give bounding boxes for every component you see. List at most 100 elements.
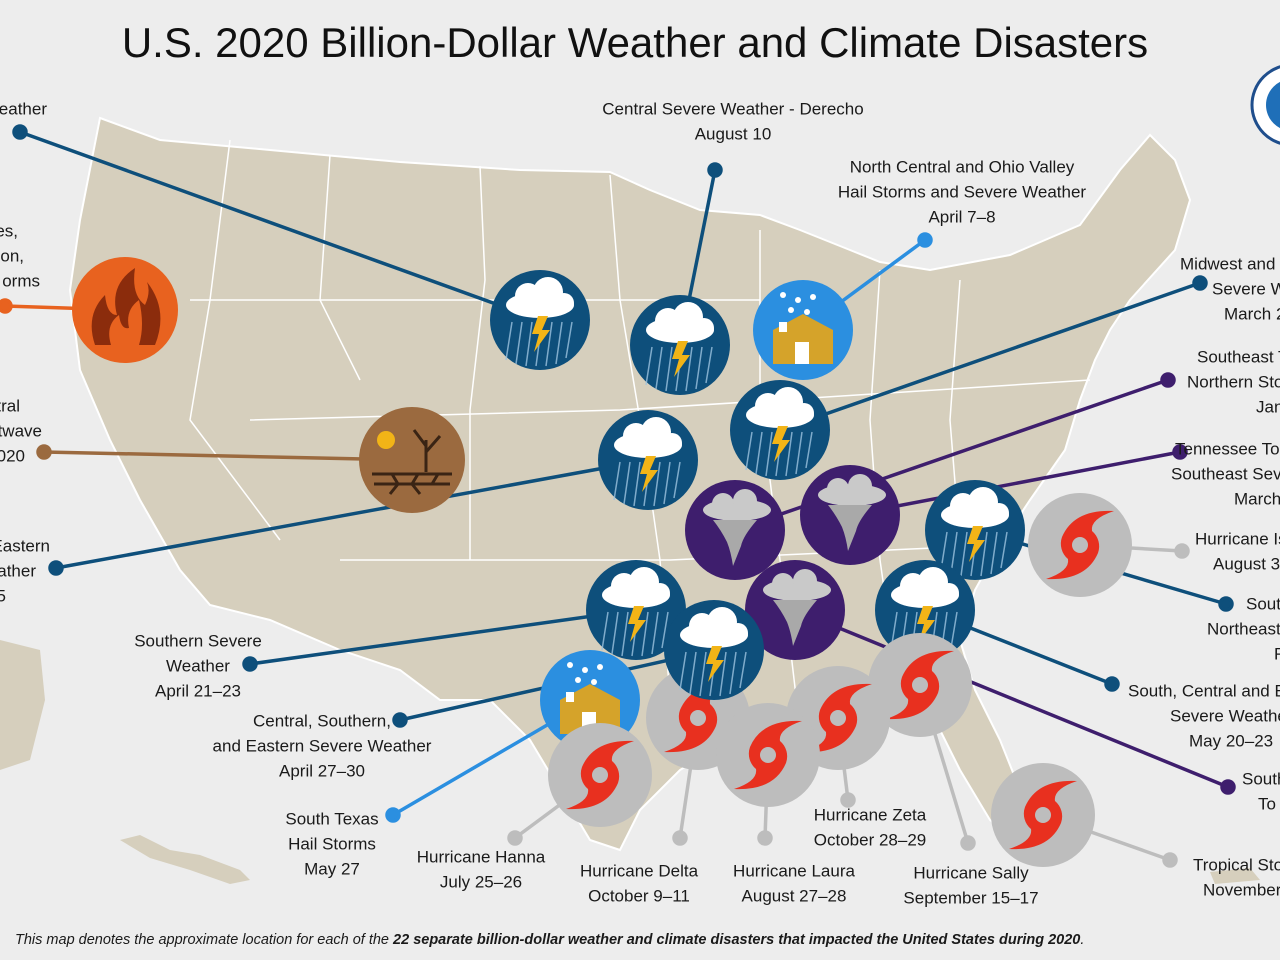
label: South, Central and E	[1128, 681, 1280, 700]
connector-dot	[385, 807, 401, 823]
label: Hail Storms	[288, 834, 376, 853]
footer-text: .	[1080, 932, 1084, 948]
connector-dot	[1174, 543, 1190, 559]
connector-dot	[840, 792, 856, 808]
label: Weather	[166, 656, 230, 675]
label: and Eastern Severe Weather	[213, 736, 432, 755]
hurricane-icon	[1028, 493, 1132, 597]
label: es,	[0, 221, 18, 240]
footer: This map denotes the approximate locatio…	[15, 932, 1084, 948]
label: Hail Storms and Severe Weather	[838, 182, 1087, 201]
label: Midwest and	[1180, 254, 1275, 273]
label: Severe W	[1212, 279, 1280, 298]
label: April 7–8	[928, 207, 995, 226]
connector-dot	[48, 560, 64, 576]
label: May 20–23	[1189, 731, 1273, 750]
labels: eather Central Severe Weather - Derecho …	[0, 99, 1280, 907]
connector-dot	[1162, 852, 1178, 868]
label: Hurricane Sally	[913, 863, 1029, 882]
label: 5	[0, 586, 6, 605]
label: South	[1242, 769, 1280, 788]
storm-icon	[663, 599, 765, 701]
connector-dot	[1192, 275, 1208, 291]
label: Central, Southern,	[253, 711, 391, 730]
label: October 9–11	[588, 886, 690, 905]
storm-icon	[597, 409, 699, 511]
label: Hurricane Laura	[733, 861, 855, 880]
label: on,	[0, 246, 24, 265]
label: Hurricane Is	[1195, 529, 1280, 548]
label: 020	[0, 446, 25, 465]
label: tral	[0, 396, 20, 415]
storm-icon	[729, 379, 831, 481]
label: twave	[0, 421, 42, 440]
label: orms	[2, 271, 40, 290]
connector-dot	[1220, 779, 1236, 795]
connector-dot	[12, 124, 28, 140]
label: September 15–17	[903, 888, 1038, 907]
label: April 27–30	[279, 761, 365, 780]
label: March 2	[1224, 304, 1280, 323]
connector-dot	[917, 232, 933, 248]
connector-dot	[392, 712, 408, 728]
label: Hurricane Hanna	[417, 847, 546, 866]
tornado-icon	[685, 480, 785, 580]
connector-dot	[507, 830, 523, 846]
connector-dot	[1104, 676, 1120, 692]
label: To	[1258, 794, 1276, 813]
label: Southeast T	[1197, 347, 1280, 366]
connector-dot	[707, 162, 723, 178]
label: May 27	[304, 859, 360, 878]
hurricane-icon	[548, 723, 652, 827]
footer-text: This map denotes the approximate locatio…	[15, 932, 393, 948]
icons	[72, 257, 1132, 867]
connector	[249, 608, 637, 666]
storm-icon	[629, 294, 731, 396]
label: North Central and Ohio Valley	[850, 157, 1075, 176]
label: July 25–26	[440, 872, 522, 891]
puerto-rico	[1210, 868, 1260, 884]
label: March	[1234, 489, 1280, 508]
connector-dot	[0, 298, 13, 314]
storm-icon	[489, 269, 591, 371]
connector-dot	[1160, 372, 1176, 388]
connector-dot	[1218, 596, 1234, 612]
label: Southern Severe	[134, 631, 262, 650]
label: Hurricane Delta	[580, 861, 699, 880]
label: October 28–29	[814, 830, 926, 849]
title: U.S. 2020 Billion-Dollar Weather and Cli…	[122, 19, 1148, 66]
label: Tennessee To	[1175, 439, 1280, 458]
hawaii	[120, 835, 250, 884]
label: Jan	[1256, 397, 1280, 416]
label: August 10	[695, 124, 772, 143]
connector	[43, 450, 413, 462]
label: Northeast	[1207, 619, 1280, 638]
label: Eastern	[0, 536, 50, 555]
label: eather	[0, 99, 47, 118]
drought-icon	[359, 407, 465, 513]
connector	[794, 608, 1229, 789]
wildfire-icon	[72, 257, 178, 363]
label: Severe Weathe	[1170, 706, 1280, 725]
label: Hurricane Zeta	[814, 805, 927, 824]
label: April 21–23	[155, 681, 241, 700]
connector	[19, 130, 541, 322]
connector-dot	[960, 835, 976, 851]
connector-dot	[757, 830, 773, 846]
connector-dot	[242, 656, 258, 672]
connector	[849, 450, 1181, 517]
logo-inner	[1266, 81, 1280, 129]
label: Central Severe Weather - Derecho	[602, 99, 863, 118]
label: Sout	[1246, 594, 1280, 613]
label: ather	[0, 561, 36, 580]
hail-icon	[753, 280, 853, 380]
label: South Texas	[285, 809, 378, 828]
tornado-icon	[800, 465, 900, 565]
connector	[55, 458, 649, 570]
hurricane-icon	[991, 763, 1095, 867]
label: August 27–28	[742, 886, 847, 905]
footer-bold: 22 separate billion-dollar weather and c…	[392, 932, 1080, 948]
connector-dot	[36, 444, 52, 460]
